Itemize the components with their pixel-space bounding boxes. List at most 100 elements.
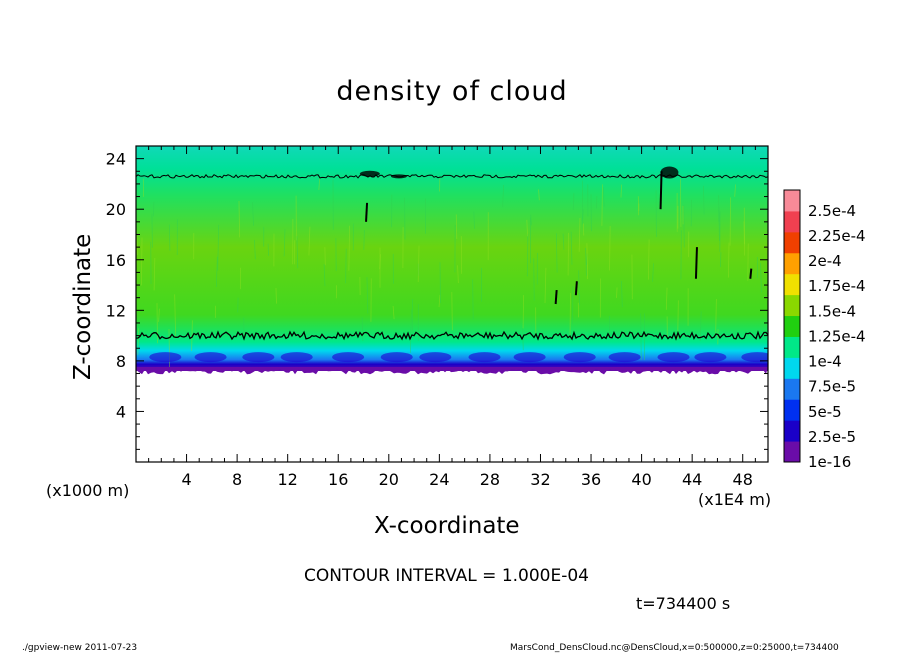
field-streak	[168, 224, 171, 251]
field-streak	[609, 226, 611, 271]
field-streak	[217, 224, 220, 271]
field-streak	[252, 202, 254, 226]
colorbar-label: 1.5e-4	[808, 302, 856, 320]
field-streak	[585, 247, 587, 276]
plume-filament	[554, 290, 558, 305]
field-streak	[392, 305, 395, 320]
field-streak	[318, 178, 321, 190]
base-wave	[468, 352, 501, 363]
colorbar-segment	[784, 210, 800, 233]
field-streak	[743, 221, 746, 256]
field-streak	[621, 280, 623, 308]
footer-left: ./gpview-new 2011-07-23	[22, 643, 138, 653]
field-streak	[572, 193, 575, 211]
field-streak	[152, 201, 155, 217]
contour-interval-label: CONTOUR INTERVAL = 1.000E-04	[304, 566, 589, 586]
base-wave	[694, 352, 727, 363]
x-tick-label: 4	[181, 470, 191, 489]
field-streak	[637, 203, 640, 216]
base-wave	[513, 352, 546, 363]
field-streak	[323, 264, 326, 287]
field-streak	[361, 317, 364, 341]
field-streak	[699, 311, 702, 341]
plot-area	[136, 146, 768, 375]
colorbar-segment	[784, 231, 800, 254]
field-streak	[438, 294, 441, 308]
footer-right: MarsCond_DensCloud.nc@DensCloud,x=0:5000…	[510, 643, 839, 653]
field-streak	[727, 242, 730, 278]
colorbar-label: 2.5e-5	[808, 428, 856, 446]
field-streak	[267, 243, 269, 256]
field-streak	[348, 225, 351, 271]
colorbar: 1e-16 2.5e-5 5e-5 7.5e-5 1e-4 1.25e-4 1.5e-4 1.…	[783, 189, 866, 471]
field-streak	[683, 204, 685, 248]
field-streak	[555, 233, 558, 273]
chart-title: density of cloud	[336, 76, 568, 107]
field-streak	[567, 232, 570, 276]
base-wave	[657, 352, 690, 363]
base-wave	[194, 352, 227, 363]
x-unit-label: (x1E4 m)	[698, 490, 772, 509]
field-streak	[578, 270, 580, 305]
field-streak	[191, 320, 193, 352]
field-streak	[601, 184, 603, 226]
x-tick-label: 32	[530, 470, 550, 489]
colorbar-label: 1e-4	[808, 353, 842, 371]
field-streak	[616, 287, 618, 298]
field-streak	[283, 229, 286, 257]
field-streak	[715, 299, 717, 335]
cloud-plumes	[359, 166, 753, 305]
plume-filament	[365, 202, 369, 222]
base-wave	[149, 352, 182, 363]
base-wave	[563, 352, 596, 363]
base-wave	[608, 352, 641, 363]
field-streak	[526, 233, 529, 277]
field-streak	[455, 214, 458, 239]
base-wave	[332, 352, 365, 363]
plume-blob	[390, 174, 407, 179]
field-streak	[760, 262, 762, 293]
colorbar-segment	[784, 378, 800, 400]
field-streak	[679, 178, 682, 227]
colorbar-label: 2.5e-4	[808, 202, 856, 220]
y-tick-label: 20	[106, 200, 126, 219]
field-streak	[168, 329, 171, 373]
colorbar-label: 2.25e-4	[808, 227, 866, 245]
field-streak	[296, 236, 299, 269]
base-wave	[242, 352, 275, 363]
field-streak	[530, 214, 532, 226]
plume-filament	[574, 281, 578, 296]
field-streak	[578, 217, 581, 252]
x-tick-label: 44	[682, 470, 702, 489]
field-streak	[647, 239, 650, 280]
field-streak	[174, 294, 177, 337]
field-texture	[136, 178, 768, 375]
colorbar-segment	[784, 294, 800, 317]
base-wave	[280, 352, 313, 363]
field-streak	[473, 211, 475, 229]
field-streak	[734, 184, 736, 197]
colorbar-segment	[784, 441, 800, 463]
y-axis: 4 8 12 16 20 24	[106, 150, 768, 450]
y-tick-label: 4	[116, 402, 126, 421]
x-tick-label: 28	[480, 470, 500, 489]
field-streak	[582, 209, 584, 220]
field-streak	[254, 239, 256, 260]
base-wave	[419, 352, 452, 363]
colorbar-label: 1e-16	[808, 453, 851, 471]
colorbar-segment	[784, 399, 800, 421]
plume-blob	[359, 170, 380, 177]
colorbar-label: 2e-4	[808, 252, 842, 270]
colorbar-frame	[783, 189, 801, 463]
field-streak	[570, 231, 573, 265]
field-streak	[472, 279, 474, 320]
field-streak	[522, 328, 524, 351]
plume-filament	[694, 247, 698, 279]
field-streak	[719, 252, 722, 268]
field-streak	[544, 267, 547, 304]
base-wave	[380, 352, 413, 363]
field-streak	[153, 258, 156, 291]
colorbar-label: 1.25e-4	[808, 327, 866, 345]
colorbar-label: 7.5e-5	[808, 378, 856, 396]
